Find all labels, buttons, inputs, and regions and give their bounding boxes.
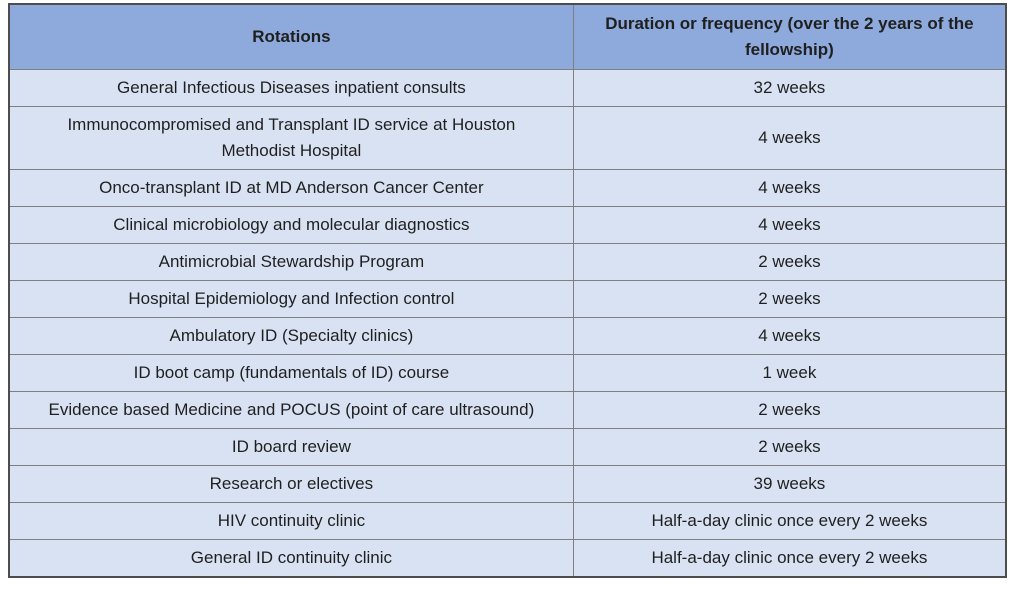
duration-cell: 2 weeks bbox=[572, 391, 1007, 429]
rotation-cell: Antimicrobial Stewardship Program bbox=[8, 243, 574, 281]
column-header-rotations: Rotations bbox=[8, 3, 574, 70]
duration-cell: 39 weeks bbox=[572, 465, 1007, 503]
duration-cell: 2 weeks bbox=[572, 280, 1007, 318]
duration-cell: 2 weeks bbox=[572, 243, 1007, 281]
header-row: Rotations Duration or frequency (over th… bbox=[8, 3, 1007, 70]
duration-cell: 4 weeks bbox=[572, 169, 1007, 207]
rotation-cell: Ambulatory ID (Specialty clinics) bbox=[8, 317, 574, 355]
rotation-cell: General ID continuity clinic bbox=[8, 539, 574, 578]
duration-cell: 1 week bbox=[572, 354, 1007, 392]
duration-cell: 4 weeks bbox=[572, 106, 1007, 170]
table-row: ID board review 2 weeks bbox=[8, 428, 1007, 466]
table-row: HIV continuity clinic Half-a-day clinic … bbox=[8, 502, 1007, 540]
duration-cell: 4 weeks bbox=[572, 317, 1007, 355]
rotation-cell: ID board review bbox=[8, 428, 574, 466]
column-header-duration: Duration or frequency (over the 2 years … bbox=[572, 3, 1007, 70]
rotation-cell: General Infectious Diseases inpatient co… bbox=[8, 69, 574, 107]
rotation-cell: ID boot camp (fundamentals of ID) course bbox=[8, 354, 574, 392]
rotations-table: Rotations Duration or frequency (over th… bbox=[8, 3, 1007, 578]
table-row: Ambulatory ID (Specialty clinics) 4 week… bbox=[8, 317, 1007, 355]
table-row: Onco-transplant ID at MD Anderson Cancer… bbox=[8, 169, 1007, 207]
table-row: Evidence based Medicine and POCUS (point… bbox=[8, 391, 1007, 429]
duration-cell: 2 weeks bbox=[572, 428, 1007, 466]
rotation-cell: Hospital Epidemiology and Infection cont… bbox=[8, 280, 574, 318]
rotation-cell: Evidence based Medicine and POCUS (point… bbox=[8, 391, 574, 429]
table-row: ID boot camp (fundamentals of ID) course… bbox=[8, 354, 1007, 392]
table-row: Antimicrobial Stewardship Program 2 week… bbox=[8, 243, 1007, 281]
rotation-cell: Immunocompromised and Transplant ID serv… bbox=[8, 106, 574, 170]
rotation-cell: Research or electives bbox=[8, 465, 574, 503]
table-row: General Infectious Diseases inpatient co… bbox=[8, 69, 1007, 107]
rotation-cell: HIV continuity clinic bbox=[8, 502, 574, 540]
rotation-cell: Clinical microbiology and molecular diag… bbox=[8, 206, 574, 244]
table-row: General ID continuity clinic Half-a-day … bbox=[8, 539, 1007, 578]
table-row: Hospital Epidemiology and Infection cont… bbox=[8, 280, 1007, 318]
table-row: Clinical microbiology and molecular diag… bbox=[8, 206, 1007, 244]
table-row: Research or electives 39 weeks bbox=[8, 465, 1007, 503]
duration-cell: Half-a-day clinic once every 2 weeks bbox=[572, 539, 1007, 578]
table-row: Immunocompromised and Transplant ID serv… bbox=[8, 106, 1007, 170]
duration-cell: Half-a-day clinic once every 2 weeks bbox=[572, 502, 1007, 540]
rotation-cell: Onco-transplant ID at MD Anderson Cancer… bbox=[8, 169, 574, 207]
duration-cell: 4 weeks bbox=[572, 206, 1007, 244]
duration-cell: 32 weeks bbox=[572, 69, 1007, 107]
